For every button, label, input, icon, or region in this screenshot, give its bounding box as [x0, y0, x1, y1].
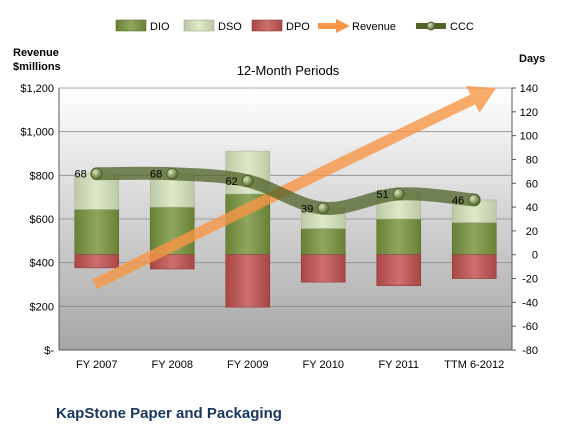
y-left-tick-label: $1,000 [20, 127, 54, 139]
y-right-tick-label: 0 [532, 250, 538, 262]
ccc-marker [241, 174, 254, 187]
ccc-marker [317, 202, 330, 215]
y-left-tick-label: $400 [30, 258, 54, 270]
legend-label: Revenue [352, 21, 396, 33]
y-right-tick-label: -40 [522, 297, 538, 309]
legend-swatch-dpo [251, 19, 283, 32]
y-right-tick-label: 60 [526, 178, 538, 190]
ccc-data-label: 46 [452, 195, 464, 207]
legend-label: DIO [150, 21, 170, 33]
x-tick-label: FY 2010 [303, 359, 344, 371]
legend-swatch-dso [183, 19, 215, 32]
ccc-marker [468, 193, 481, 206]
ccc-marker [90, 167, 103, 180]
legend-label: DPO [286, 21, 310, 33]
bar-dio [451, 222, 497, 256]
x-tick-label: FY 2009 [227, 359, 268, 371]
ccc-data-label: 68 [75, 169, 87, 181]
x-tick-label: FY 2011 [378, 359, 419, 371]
y-right-tick-label: 40 [526, 202, 538, 214]
ccc-marker [166, 167, 179, 180]
x-tick-label: FY 2008 [152, 359, 193, 371]
y-right-tick-label: -60 [522, 321, 538, 333]
ccc-data-label: 51 [377, 189, 389, 201]
tick-labels: $- $200 $400 $600 $800 $1,000 $1,200 -80 -60 -40 -… [20, 83, 538, 371]
y-left-label-line1: Revenue [13, 47, 59, 59]
y-left-tick-label: $1,200 [20, 83, 54, 95]
y-left-tick-label: $- [44, 345, 54, 357]
legend-swatch-ccc-marker [426, 21, 436, 31]
axes-layer [58, 88, 513, 351]
ccc-data-label: 39 [301, 203, 313, 215]
ccc-data-label: 68 [150, 169, 162, 181]
y-right-tick-label: 80 [526, 154, 538, 166]
bar-dio [376, 218, 422, 256]
y-right-tick-label: -20 [522, 274, 538, 286]
legend-swatch-dio [115, 19, 147, 32]
bar-dpo [376, 254, 422, 286]
ccc-data-label: 62 [226, 176, 238, 188]
bar-dio [74, 209, 120, 256]
y-right-tick-label: 20 [526, 226, 538, 238]
bar-dpo [300, 254, 346, 283]
legend-label: DSO [218, 21, 242, 33]
y-left-tick-label: $200 [30, 301, 54, 313]
legend: DIO DSO DPO Revenue CCC [115, 19, 474, 33]
bar-dio [300, 228, 346, 256]
legend-label: CCC [450, 21, 474, 33]
y-right-label: Days [519, 53, 545, 65]
bar-dpo [451, 254, 497, 279]
y-left-label-line2: $millions [13, 61, 61, 73]
bar-dpo [225, 254, 271, 308]
y-right-tick-label: 120 [520, 107, 538, 119]
y-right-tick-label: 100 [520, 131, 538, 143]
y-right-tick-label: 140 [520, 83, 538, 95]
x-tick-label: TTM 6-2012 [444, 359, 504, 371]
ccc-marker [392, 187, 405, 200]
legend-swatch-revenue-head [336, 19, 350, 33]
y-right-tick-label: -80 [522, 345, 538, 357]
ccc-line-layer: 68 68 62 39 51 46 [75, 166, 481, 215]
chart-title: 12-Month Periods [237, 63, 340, 78]
bar-dpo [74, 254, 120, 269]
revenue-arrow-head [466, 85, 497, 113]
x-tick-label: FY 2007 [76, 359, 117, 371]
company-title: KapStone Paper and Packaging [56, 405, 282, 422]
y-left-tick-label: $600 [30, 214, 54, 226]
y-left-tick-label: $800 [30, 170, 54, 182]
